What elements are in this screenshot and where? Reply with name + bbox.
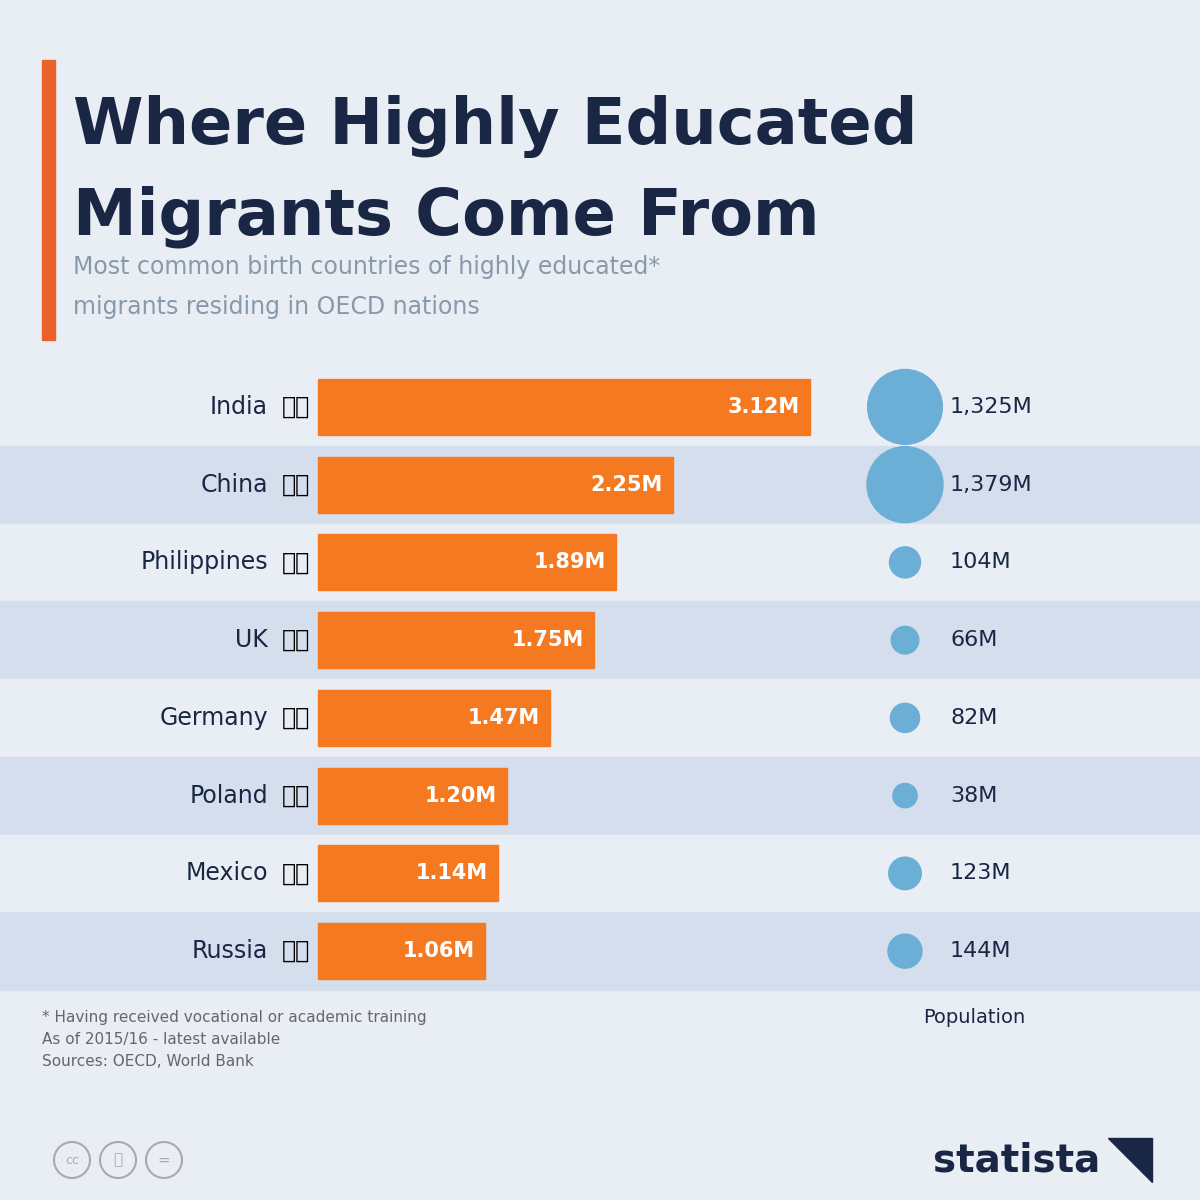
Text: cc: cc (65, 1153, 79, 1166)
Text: 1.75M: 1.75M (511, 630, 584, 650)
Text: 🇨🇳: 🇨🇳 (282, 473, 311, 497)
Text: 2.25M: 2.25M (590, 475, 662, 494)
Text: 1.20M: 1.20M (425, 786, 497, 805)
Bar (0, 601, 1200, 679)
Text: Migrants Come From: Migrants Come From (73, 185, 820, 247)
Text: 104M: 104M (950, 552, 1012, 572)
Bar (318, 768, 508, 823)
Text: India: India (210, 395, 268, 419)
Bar (318, 923, 485, 979)
Text: 🇷🇺: 🇷🇺 (282, 940, 311, 964)
Text: UK: UK (235, 628, 268, 652)
Text: 1,379M: 1,379M (950, 475, 1033, 494)
Bar (0, 757, 1200, 834)
Bar (318, 379, 810, 434)
Bar (318, 534, 616, 590)
Bar (318, 845, 498, 901)
Bar (0, 445, 1200, 523)
Bar (0, 834, 1200, 912)
Text: 38M: 38M (950, 786, 997, 805)
Text: As of 2015/16 - latest available: As of 2015/16 - latest available (42, 1032, 281, 1046)
Polygon shape (1108, 1138, 1152, 1182)
Text: 1.14M: 1.14M (415, 863, 487, 883)
Text: Germany: Germany (160, 706, 268, 730)
Text: 123M: 123M (950, 863, 1012, 883)
Circle shape (889, 857, 922, 889)
Text: Poland: Poland (190, 784, 268, 808)
Text: 1.47M: 1.47M (468, 708, 540, 728)
Text: migrants residing in OECD nations: migrants residing in OECD nations (73, 295, 480, 319)
Text: Mexico: Mexico (186, 862, 268, 886)
Bar (0, 523, 1200, 601)
Bar (0, 368, 1200, 445)
Text: 1,325M: 1,325M (950, 397, 1033, 416)
Circle shape (893, 784, 917, 808)
Circle shape (889, 547, 920, 578)
Text: Sources: OECD, World Bank: Sources: OECD, World Bank (42, 1054, 253, 1069)
Circle shape (868, 370, 942, 444)
Text: China: China (200, 473, 268, 497)
Circle shape (892, 626, 919, 654)
Bar (318, 457, 673, 512)
Bar (0, 679, 1200, 757)
Bar (318, 690, 550, 746)
Text: 1.06M: 1.06M (403, 941, 475, 961)
Text: 82M: 82M (950, 708, 997, 728)
Circle shape (890, 703, 919, 732)
Bar (42, 60, 55, 340)
Text: 🇲🇽: 🇲🇽 (282, 862, 311, 886)
Text: statista: statista (932, 1141, 1100, 1178)
Text: * Having received vocational or academic training: * Having received vocational or academic… (42, 1010, 427, 1025)
Text: 🇵🇱: 🇵🇱 (282, 784, 311, 808)
Text: Where Highly Educated: Where Highly Educated (73, 95, 918, 158)
Circle shape (888, 934, 922, 968)
Text: 3.12M: 3.12M (728, 397, 800, 416)
Text: Philippines: Philippines (140, 551, 268, 575)
Bar (318, 612, 594, 668)
Text: Russia: Russia (192, 940, 268, 964)
Text: 1.89M: 1.89M (534, 552, 606, 572)
Text: 🇮🇳: 🇮🇳 (282, 395, 311, 419)
Text: 144M: 144M (950, 941, 1012, 961)
Text: 🇬🇧: 🇬🇧 (282, 628, 311, 652)
Text: 66M: 66M (950, 630, 997, 650)
Text: =: = (157, 1152, 170, 1168)
Text: 🇩🇪: 🇩🇪 (282, 706, 311, 730)
Bar (0, 912, 1200, 990)
Text: Most common birth countries of highly educated*: Most common birth countries of highly ed… (73, 254, 660, 278)
Circle shape (866, 446, 943, 523)
Text: ⓘ: ⓘ (114, 1152, 122, 1168)
Text: Population: Population (923, 1008, 1025, 1027)
Text: 🇵🇭: 🇵🇭 (282, 551, 311, 575)
